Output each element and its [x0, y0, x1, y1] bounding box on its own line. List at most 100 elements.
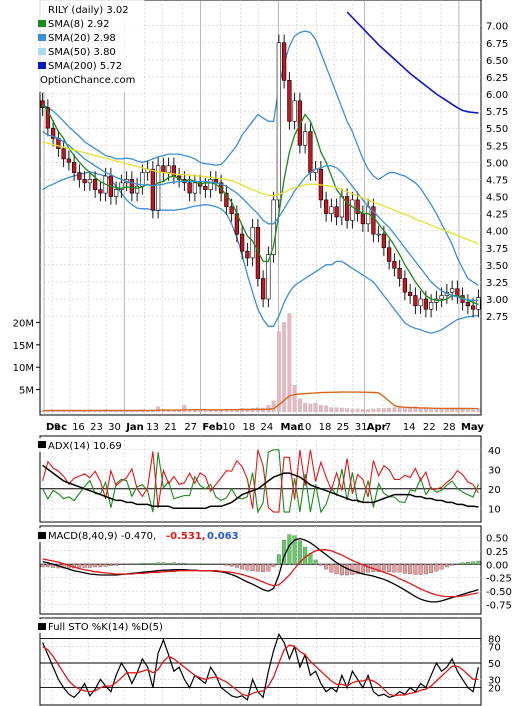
legend-swatch-sma20 [38, 34, 46, 41]
macd-histogram-bar [87, 564, 92, 568]
candle-body [271, 199, 276, 255]
sma20-line [42, 131, 479, 302]
macd-histogram-bar [161, 562, 166, 565]
adx-legend-swatch [38, 441, 46, 448]
sto-title: Full STO %K(14) %D(5) [48, 622, 163, 633]
macd-histogram-bar [129, 563, 134, 565]
candle-body [287, 80, 292, 122]
legend-sma50: SMA(50) 3.80 [48, 47, 116, 58]
legend-swatch-sma50 [38, 48, 46, 55]
candle-body [360, 213, 366, 225]
volume-bar [397, 407, 402, 413]
candle-body [302, 131, 308, 146]
x-axis-label: 31 [355, 422, 368, 433]
volume-bar [297, 398, 302, 413]
price-tick-label: 2.75 [486, 312, 508, 323]
x-axis-label: Dec [46, 422, 67, 433]
legend-swatch-sma200 [38, 62, 46, 69]
candle-body [308, 131, 313, 173]
macd-signal-line [42, 549, 479, 598]
candle-body [329, 206, 334, 214]
macd-histogram-bar [250, 564, 255, 571]
macd-histogram-bar [98, 564, 103, 568]
volume-bar [282, 322, 287, 413]
macd-histogram-bar [140, 563, 145, 565]
volume-bar [434, 409, 439, 413]
volume-bar [276, 331, 281, 413]
volume-tick-label: 10M [13, 363, 34, 374]
volume-bar [455, 409, 460, 413]
candle-body [255, 226, 261, 279]
macd-histogram-bar [234, 564, 239, 568]
macd-histogram-bar [271, 564, 276, 568]
volume-bar [360, 409, 365, 413]
macd-histogram-bar [245, 564, 250, 571]
price-tick-label: 3.00 [486, 295, 508, 306]
sma50-line [42, 141, 479, 245]
adx-tick-label: 10 [488, 504, 501, 515]
x-axis-label: 27 [184, 422, 197, 433]
volume-bar [287, 313, 292, 413]
macd-histogram-bar [408, 564, 413, 575]
volume-bar [350, 408, 355, 413]
macd-histogram-bar [324, 564, 329, 570]
legend-title: RILY (daily) 3.02 [48, 5, 129, 16]
candle-body [239, 233, 245, 252]
candle-body [439, 295, 444, 300]
price-tick-label: 5.50 [486, 124, 508, 135]
candle-body [344, 196, 350, 221]
macd-signal-value: -0.531, [166, 531, 206, 542]
volume-bar [476, 408, 481, 413]
sto-legend-background [36, 619, 166, 633]
candle-body [386, 247, 392, 262]
candle-body [87, 179, 93, 184]
legend-sma8: SMA(8) 2.92 [48, 19, 109, 30]
volume-bar [292, 384, 297, 413]
candle-body [229, 206, 234, 214]
price-tick-label: 5.75 [486, 107, 508, 118]
macd-histogram-bar [108, 564, 113, 567]
volume-bar [334, 407, 339, 413]
volume-bar [213, 410, 218, 413]
candle-body [134, 185, 140, 194]
volume-bar [345, 408, 350, 413]
candle-body [250, 226, 255, 259]
price-tick-label: 6.25 [486, 73, 508, 84]
candle-body [192, 182, 198, 194]
candle-body [407, 291, 413, 296]
macd-hist-value: 0.063 [207, 531, 239, 542]
candle-body [129, 179, 135, 194]
price-tick-label: 4.00 [486, 227, 508, 238]
macd-histogram-bar [93, 564, 98, 568]
macd-histogram-bar [192, 563, 197, 565]
macd-histogram-bar [187, 563, 192, 565]
volume-bar [392, 407, 397, 413]
adx-legend-background [36, 438, 114, 452]
volume-bar [465, 409, 470, 413]
volume-bar [450, 408, 455, 413]
price-tick-label: 6.75 [486, 39, 508, 50]
macd-tick-label: 0.50 [486, 533, 508, 544]
macd-histogram-bar [423, 564, 428, 575]
macd-histogram-bar [145, 563, 150, 565]
price-tick-label: 6.00 [486, 90, 508, 101]
sto-tick-label: 30 [488, 675, 501, 686]
macd-histogram-bar [455, 563, 460, 565]
macd-histogram-bar [292, 535, 297, 565]
bollinger-upper [42, 30, 479, 286]
bollinger-lower [42, 171, 479, 334]
macd-line [42, 537, 479, 603]
macd-histogram-bar [198, 564, 203, 565]
volume-bar [429, 409, 434, 413]
volume-tick-label: 15M [13, 341, 34, 352]
volume-bar [371, 408, 376, 413]
candle-body [40, 100, 45, 108]
candle-body [413, 295, 418, 307]
adx-tick-label: 40 [488, 446, 501, 457]
candle-body [203, 185, 208, 190]
volume-bar [471, 409, 476, 413]
legend-sma20: SMA(20) 2.98 [48, 33, 116, 44]
macd-histogram-bar [182, 563, 187, 565]
macd-legend-swatch [38, 532, 46, 539]
macd-histogram-bar [376, 564, 381, 572]
